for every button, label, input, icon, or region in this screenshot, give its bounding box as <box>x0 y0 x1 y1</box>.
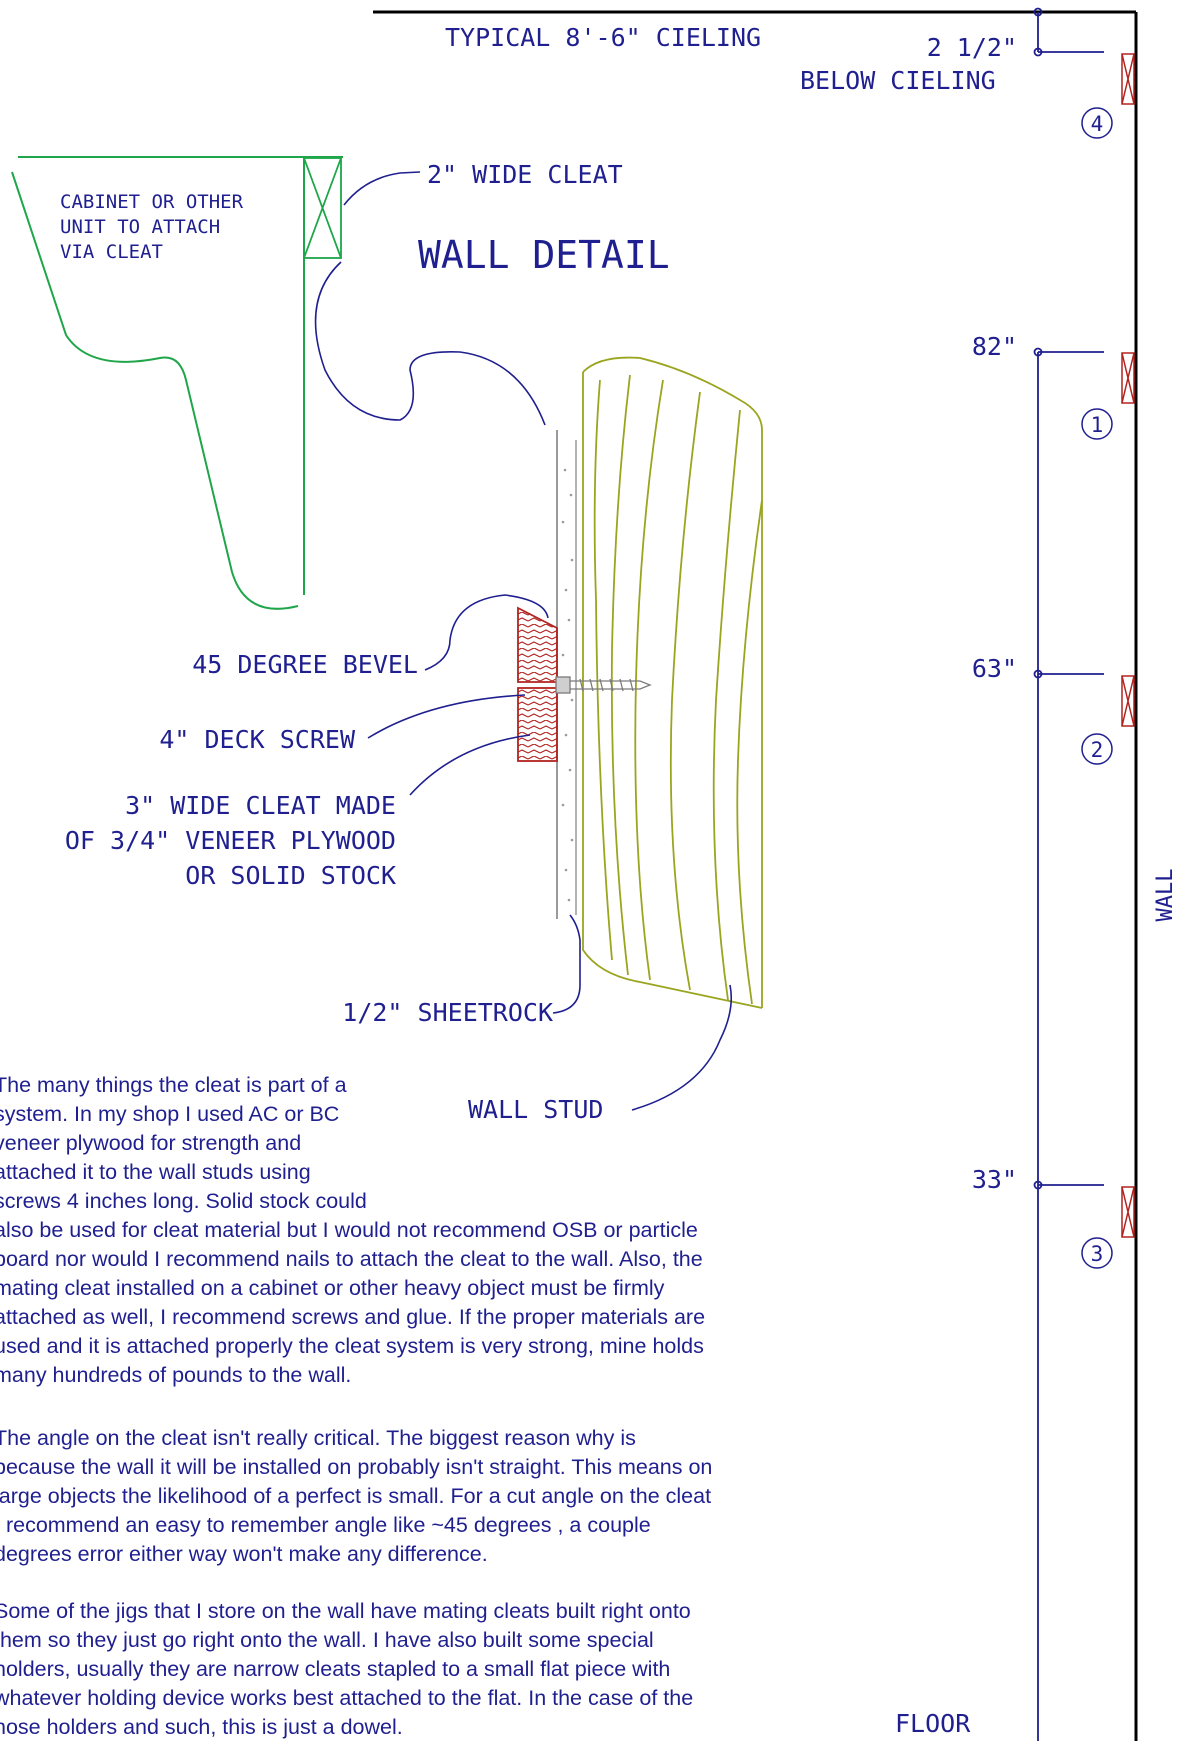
three-inch-cleat-callout-line-1: 3" WIDE CLEAT MADE <box>125 791 396 820</box>
sheetrock <box>556 430 577 919</box>
notes-paragraph-1: The many things the cleat is part of a s… <box>0 1071 784 1390</box>
note-line: because the wall it will be installed on… <box>0 1455 713 1479</box>
note-line: veneer plywood for strength and <box>0 1131 302 1155</box>
elevation-dimension <box>1033 7 1104 1741</box>
note-line: system. In my shop I used AC or BC <box>0 1102 340 1126</box>
notes-paragraph-2: The angle on the cleat isn't really crit… <box>0 1424 784 1569</box>
cabinet-label-line-3: VIA CLEAT <box>60 241 163 263</box>
note-line: whatever holding device works best attac… <box>0 1686 694 1710</box>
note-line: degrees error either way won't make any … <box>0 1542 488 1566</box>
wall-stud <box>582 356 763 1009</box>
page-title: WALL DETAIL <box>418 233 670 277</box>
position-number-4: 4 <box>1091 112 1104 136</box>
note-line: them so they just go right onto the wall… <box>0 1628 654 1652</box>
floor-label: FLOOR <box>895 1709 971 1738</box>
two-inch-cleat-callout: 2" WIDE CLEAT <box>427 160 623 189</box>
three-inch-cleat-callout-line-3: OR SOLID STOCK <box>185 861 396 890</box>
wall-outline <box>373 10 1138 1741</box>
note-line: used and it is attached properly the cle… <box>0 1334 704 1358</box>
elevation-33: 33" <box>972 1165 1017 1194</box>
note-line: also be used for cleat material but I wo… <box>0 1218 698 1242</box>
deck-screw <box>555 676 652 694</box>
position-number-1: 1 <box>1091 413 1104 437</box>
bevel-callout: 45 DEGREE BEVEL <box>192 650 418 679</box>
wall-label: WALL <box>1153 869 1178 922</box>
wall-cleat-markers <box>1121 53 1135 1238</box>
plywood-cleat <box>517 606 558 762</box>
note-line: board nor would I recommend nails to att… <box>0 1247 703 1271</box>
position-number-2: 2 <box>1091 738 1104 762</box>
note-line: many hundreds of pounds to the wall. <box>0 1363 352 1387</box>
note-line: Some of the jigs that I store on the wal… <box>0 1599 691 1623</box>
deck-screw-callout: 4" DECK SCREW <box>159 725 356 754</box>
note-line: attached it to the wall studs using <box>0 1160 311 1184</box>
leader-lines <box>314 171 733 1111</box>
three-inch-cleat-callout-line-2: OF 3/4" VENEER PLYWOOD <box>65 826 396 855</box>
position-circles <box>1081 107 1113 1269</box>
note-line: screws 4 inches long. Solid stock could <box>0 1189 367 1213</box>
note-line: hose holders and such, this is just a do… <box>0 1715 403 1739</box>
note-line: The many things the cleat is part of a <box>0 1073 347 1097</box>
note-line: mating cleat installed on a cabinet or o… <box>0 1276 665 1300</box>
ceiling-label: TYPICAL 8'-6" CIELING <box>445 23 761 52</box>
notes-paragraph-3: Some of the jigs that I store on the wal… <box>0 1597 784 1742</box>
note-line: large objects the likelihood of a perfec… <box>0 1484 712 1508</box>
sheetrock-callout: 1/2" SHEETROCK <box>342 998 553 1027</box>
cabinet-cleat <box>303 157 342 259</box>
note-line: I recommend an easy to remember angle li… <box>0 1513 651 1537</box>
ceiling-offset-value: 2 1/2" <box>927 33 1017 62</box>
cabinet-label-line-2: UNIT TO ATTACH <box>60 216 220 238</box>
cabinet-label-line-1: CABINET OR OTHER <box>60 191 244 213</box>
wall-stud-callout: WALL STUD <box>468 1095 603 1124</box>
note-line: The angle on the cleat isn't really crit… <box>0 1426 636 1450</box>
elevation-82: 82" <box>972 332 1017 361</box>
ceiling-offset-label: BELOW CIELING <box>800 66 996 95</box>
position-number-3: 3 <box>1091 1242 1104 1266</box>
elevation-63: 63" <box>972 654 1017 683</box>
note-line: holders, usually they are narrow cleats … <box>0 1657 671 1681</box>
note-line: attached as well, I recommend screws and… <box>0 1305 706 1329</box>
